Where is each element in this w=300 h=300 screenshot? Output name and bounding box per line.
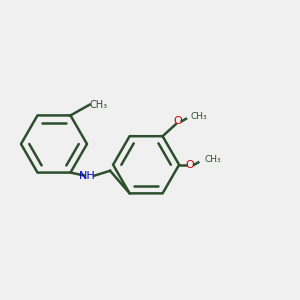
Text: O: O <box>185 160 194 170</box>
Text: O: O <box>173 116 182 126</box>
Text: CH₃: CH₃ <box>90 100 108 110</box>
Text: CH₃: CH₃ <box>205 155 221 164</box>
Text: NH: NH <box>79 171 96 181</box>
Text: CH₃: CH₃ <box>191 112 207 121</box>
